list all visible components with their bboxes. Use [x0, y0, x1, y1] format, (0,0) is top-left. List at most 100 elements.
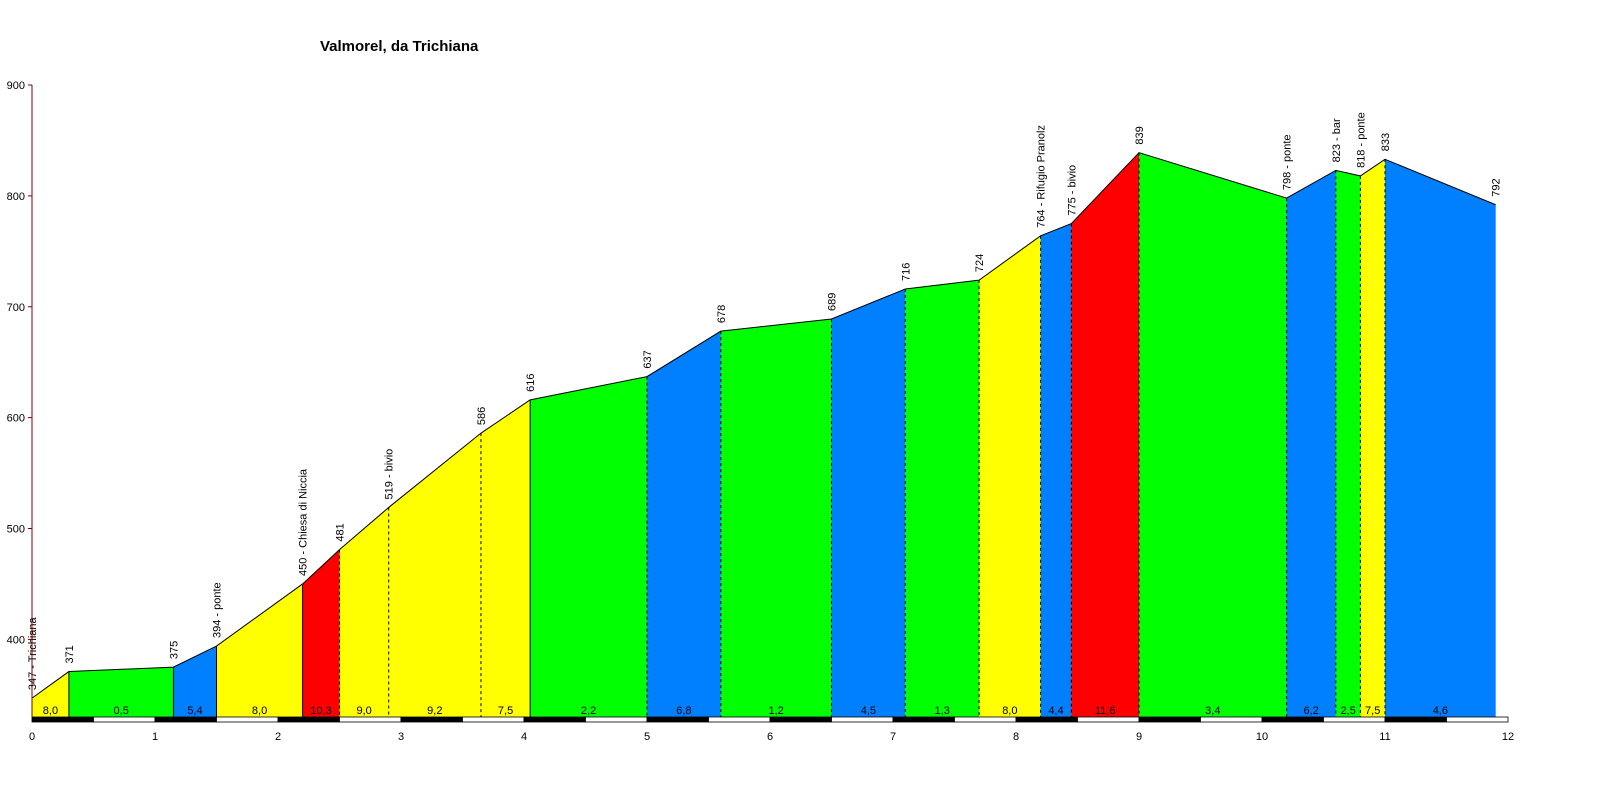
- scale-bar-block: [1200, 716, 1263, 723]
- y-tick-label: 600: [7, 413, 25, 425]
- y-tick-label: 900: [7, 80, 25, 92]
- point-label: 519 - bivio: [384, 449, 396, 500]
- y-tick-label: 800: [7, 191, 25, 203]
- scale-bar-block: [31, 716, 94, 723]
- point-label: 724: [974, 254, 986, 272]
- scale-bar-block: [1261, 716, 1324, 723]
- scale-bar-block: [1323, 716, 1386, 723]
- point-label: 716: [900, 263, 912, 281]
- grade-labels: 8,0 0,5 5,4 8,0 10,3 9,0 9,2 7,5 2,2 6,8 1,2 4,5 1,3…: [43, 705, 1448, 717]
- gradient-segment: [32, 671, 69, 717]
- gradient-segment: [647, 331, 721, 717]
- x-tick-label: 4: [521, 731, 527, 743]
- scale-bar-block: [1138, 716, 1201, 723]
- point-label: 481: [335, 523, 347, 541]
- scale-bar-block: [708, 716, 771, 723]
- grade-label: 11,6: [1095, 705, 1116, 717]
- gradient-segment: [216, 583, 303, 717]
- x-tick-label: 3: [398, 731, 404, 743]
- chart-title: Valmorel, da Trichiana: [320, 38, 479, 55]
- gradient-segment: [1335, 170, 1361, 718]
- point-label: 450 - Chiesa di Niccia: [298, 468, 310, 576]
- grade-label: 6,8: [676, 705, 691, 717]
- grade-label: 0,5: [114, 705, 129, 717]
- grade-label: 8,0: [1002, 705, 1017, 717]
- point-label: 775 - bivio: [1066, 165, 1078, 216]
- scale-bar-block: [1446, 716, 1509, 723]
- point-labels: 347 - Trichiana 371 375 394 - ponte 450 - Ch…: [27, 112, 1503, 690]
- x-tick-label: 12: [1502, 731, 1514, 743]
- scale-bar-block: [954, 716, 1017, 723]
- distance-scale-bar: [31, 716, 1509, 723]
- x-tick-label: 7: [890, 731, 896, 743]
- scale-bar-block: [769, 716, 832, 723]
- point-label: 394 - ponte: [212, 582, 224, 638]
- x-tick-label: 9: [1136, 731, 1142, 743]
- gradient-segment: [905, 280, 980, 717]
- y-tick-label: 400: [7, 634, 25, 646]
- gradient-segment: [68, 667, 174, 717]
- scale-bar-block: [462, 716, 525, 723]
- point-label: 833: [1380, 133, 1392, 151]
- scale-bar-block: [1015, 716, 1078, 723]
- grade-label: 3,4: [1205, 705, 1220, 717]
- point-label: 839: [1134, 126, 1146, 144]
- point-label: 823 - bar: [1331, 118, 1343, 162]
- gradient-segment: [720, 318, 832, 717]
- gradient-segment: [302, 549, 340, 717]
- point-label: 616: [525, 374, 537, 392]
- profile-outline: [31, 152, 1496, 699]
- gradient-segment: [831, 289, 906, 717]
- y-axis: 400 500 600 700 800 900: [7, 80, 33, 717]
- x-tick-label: 5: [644, 731, 650, 743]
- gradient-segment: [388, 433, 481, 717]
- scale-bar-block: [400, 716, 463, 723]
- grade-label: 9,2: [427, 705, 442, 717]
- gradient-segment: [480, 399, 531, 717]
- segment-dividers: [68, 152, 1386, 717]
- scale-bar-block: [523, 716, 586, 723]
- x-tick-label: 10: [1256, 731, 1268, 743]
- x-tick-label: 2: [275, 731, 281, 743]
- gradient-segment: [979, 235, 1041, 718]
- x-tick-label: 6: [767, 731, 773, 743]
- point-label: 375: [168, 641, 180, 659]
- gradient-segment: [1139, 152, 1287, 718]
- grade-label: 1,3: [935, 705, 950, 717]
- gradient-segment: [530, 376, 647, 717]
- x-tick-label: 1: [152, 731, 158, 743]
- gradient-segment: [1040, 223, 1072, 717]
- point-label: 798 - ponte: [1282, 134, 1294, 190]
- scale-bar-block: [831, 716, 894, 723]
- point-label: 818 - ponte: [1355, 112, 1367, 168]
- point-label: 689: [827, 293, 839, 311]
- gradient-segment: [1385, 159, 1496, 717]
- scale-bar-block: [154, 716, 217, 723]
- gradient-segment: [173, 646, 217, 717]
- x-tick-label: 8: [1013, 731, 1019, 743]
- y-tick-label: 500: [7, 524, 25, 536]
- point-label: 637: [642, 350, 654, 368]
- gradient-segment: [1071, 152, 1139, 718]
- grade-label: 2,2: [581, 705, 596, 717]
- point-label: 371: [64, 645, 76, 663]
- x-tick-label: 11: [1379, 731, 1390, 743]
- x-tick-label: 0: [29, 731, 35, 743]
- grade-label: 8,0: [252, 705, 267, 717]
- scale-bar-block: [1384, 716, 1447, 723]
- y-tick-label: 700: [7, 302, 25, 314]
- point-label: 678: [716, 305, 728, 323]
- grade-label: 5,4: [187, 705, 202, 717]
- gradient-segment: [1360, 159, 1385, 717]
- point-label: 586: [476, 407, 488, 425]
- x-axis: 0 1 2 3 4 5 6 7 8 9 10 11 12: [29, 731, 1514, 743]
- gradient-segment: [1286, 170, 1336, 718]
- grade-label: 4,5: [861, 705, 876, 717]
- gradient-segment: [339, 507, 389, 717]
- grade-label: 10,3: [310, 705, 331, 717]
- grade-label: 8,0: [43, 705, 58, 717]
- segment-fills: [32, 152, 1496, 718]
- scale-bar-block: [93, 716, 156, 723]
- point-label: 347 - Trichiana: [27, 617, 39, 691]
